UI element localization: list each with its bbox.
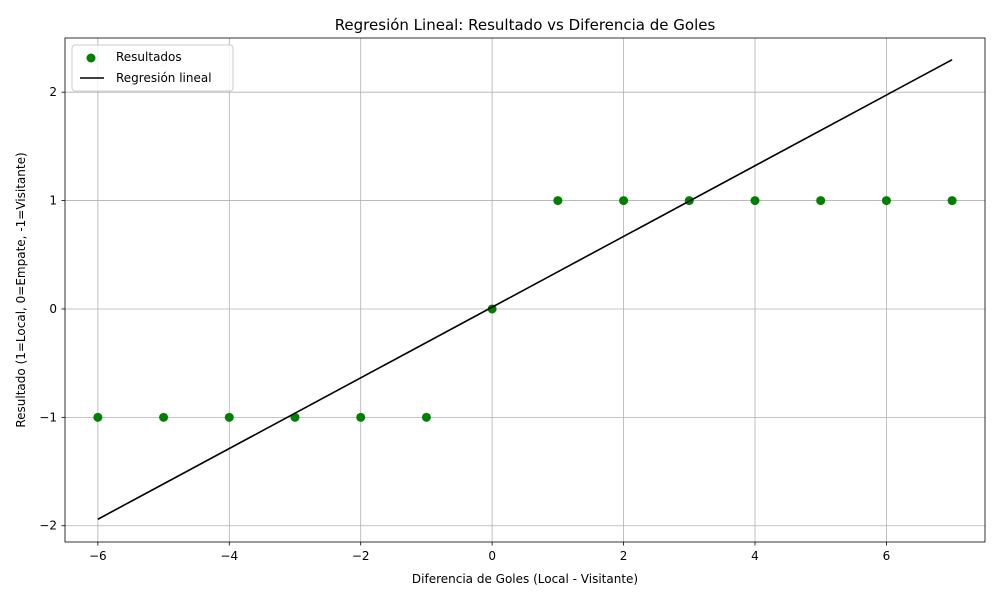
legend-label-regresion: Regresión lineal [116, 71, 212, 85]
scatter-point [93, 412, 103, 422]
x-tick-label: −2 [352, 549, 370, 563]
scatter-point [750, 196, 760, 206]
scatter-point [159, 412, 169, 422]
scatter-point [816, 196, 826, 206]
x-tick-label: 2 [620, 549, 628, 563]
y-tick-label: −2 [39, 519, 57, 533]
scatter-point [881, 196, 891, 206]
legend: Resultados Regresión lineal [71, 44, 234, 92]
scatter-point [947, 196, 957, 206]
scatter-point [619, 196, 629, 206]
y-tick-label: 1 [49, 194, 57, 208]
x-axis-title: Diferencia de Goles (Local - Visitante) [412, 572, 638, 586]
y-tick-label: −1 [39, 410, 57, 424]
legend-box [71, 44, 234, 92]
x-tick-label: −4 [220, 549, 238, 563]
y-tick-label: 0 [49, 302, 57, 316]
grid-layer [65, 38, 985, 542]
y-tick-label: 2 [49, 85, 57, 99]
x-tick-label: −6 [89, 549, 107, 563]
series-layer [93, 58, 957, 520]
scatter-point [356, 412, 366, 422]
legend-marker-resultados [86, 53, 96, 63]
chart-title: Regresión Lineal: Resultado vs Diferenci… [335, 16, 716, 34]
x-tick-label: 6 [883, 549, 891, 563]
regression-line [97, 58, 953, 520]
plot-frame [64, 37, 986, 543]
legend-label-resultados: Resultados [116, 50, 182, 64]
scatter-point [553, 196, 563, 206]
y-axis-title: Resultado (1=Local, 0=Empate, -1=Visitan… [14, 152, 28, 427]
x-tick-label: 0 [488, 549, 496, 563]
x-tick-label: 4 [751, 549, 759, 563]
scatter-point [421, 412, 431, 422]
scatter-point [224, 412, 234, 422]
tick-layer: −6 −4 −2 0 2 4 6 −2 −1 0 1 2 [39, 85, 890, 563]
